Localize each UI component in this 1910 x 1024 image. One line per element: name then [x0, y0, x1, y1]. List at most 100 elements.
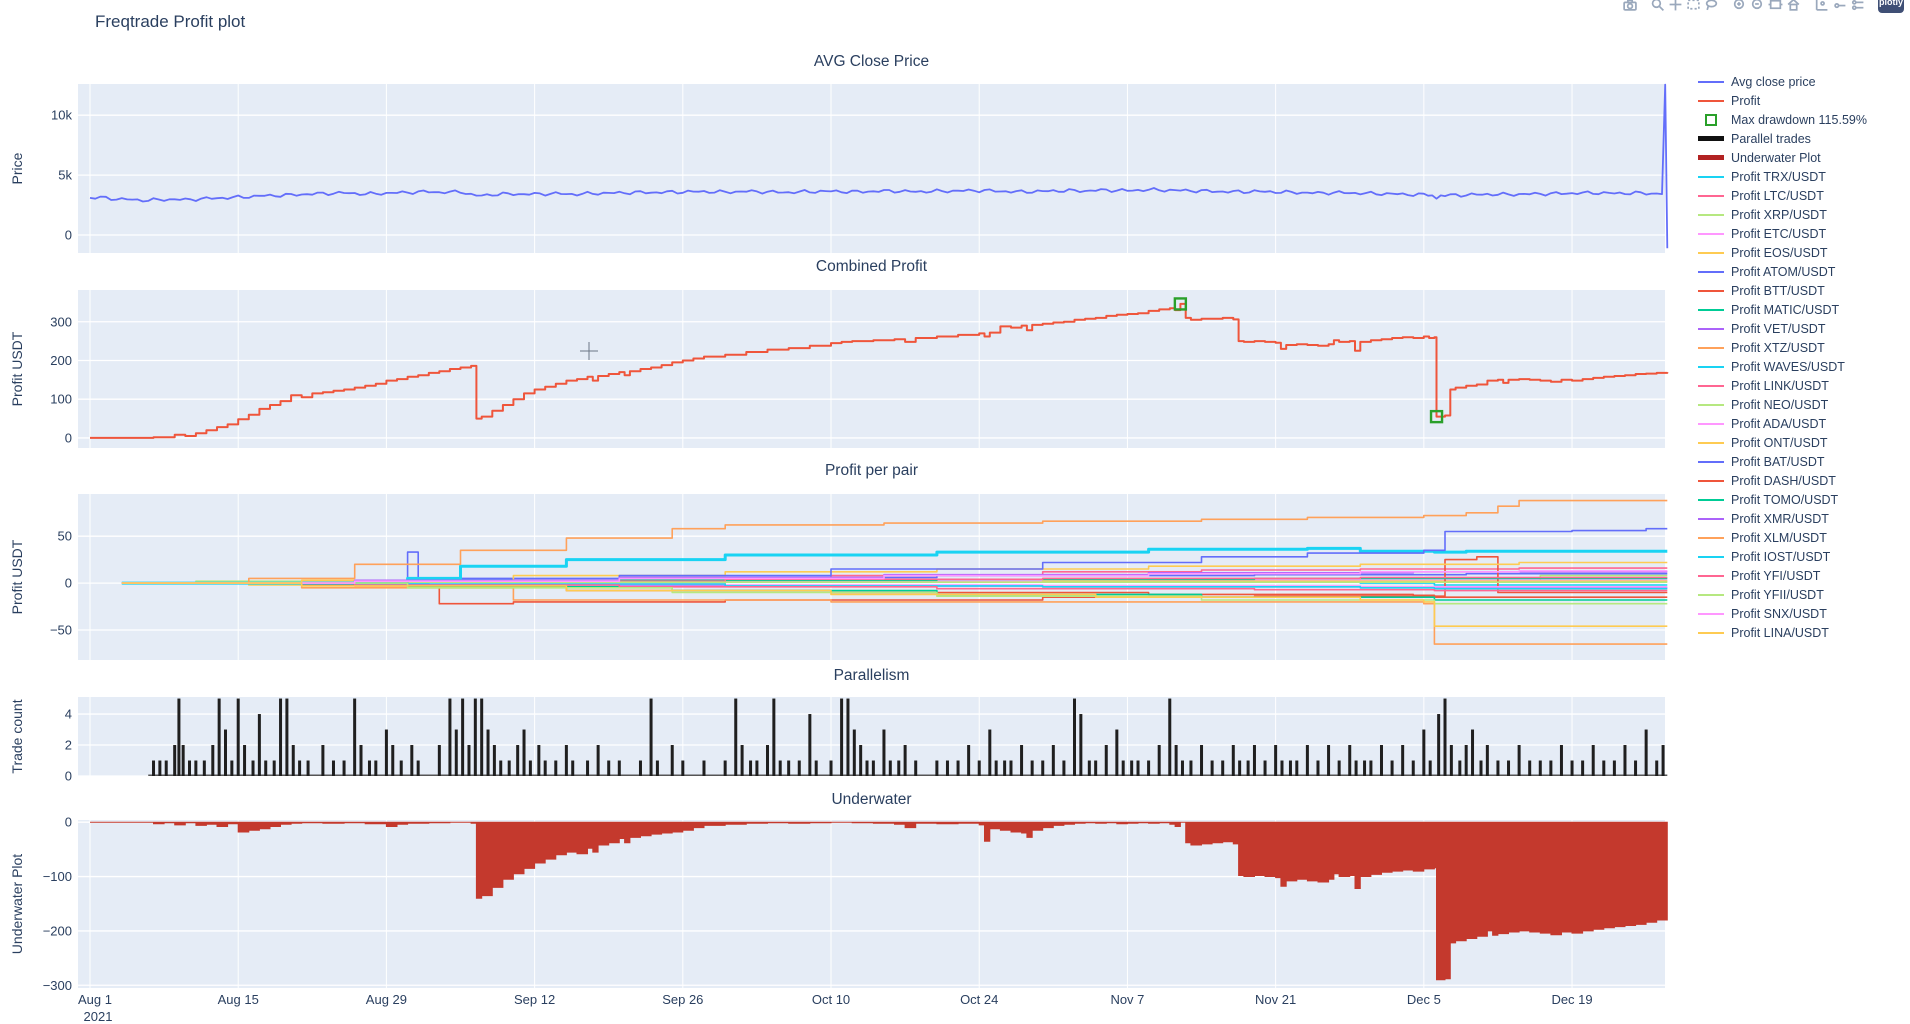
trade-count-bar[interactable]: [1437, 714, 1441, 776]
trade-count-bar[interactable]: [778, 760, 782, 776]
trade-count-bar[interactable]: [1157, 745, 1161, 776]
trade-count-bar[interactable]: [935, 760, 939, 776]
trade-count-bar[interactable]: [1180, 760, 1184, 776]
trade-count-bar[interactable]: [194, 760, 198, 776]
legend-item-profit-xmr-usdt[interactable]: Profit XMR/USDT: [1698, 509, 1906, 528]
trade-count-bar[interactable]: [1231, 745, 1235, 776]
trade-count-bar[interactable]: [257, 714, 261, 776]
pan-icon[interactable]: [1666, 0, 1684, 12]
legend-item-profit-etc-usdt[interactable]: Profit ETC/USDT: [1698, 224, 1906, 243]
trade-count-bar[interactable]: [564, 745, 568, 776]
trade-count-bar[interactable]: [1602, 760, 1606, 776]
trade-count-bar[interactable]: [211, 745, 215, 776]
trade-count-bar[interactable]: [306, 760, 310, 776]
trade-count-bar[interactable]: [1517, 745, 1521, 776]
trade-count-bar[interactable]: [188, 760, 192, 776]
trade-count-bar[interactable]: [1174, 745, 1178, 776]
trade-count-bar[interactable]: [1528, 760, 1532, 776]
trade-count-bar[interactable]: [1458, 760, 1462, 776]
trade-count-bar[interactable]: [467, 745, 471, 776]
legend-item-profit-neo-usdt[interactable]: Profit NEO/USDT: [1698, 395, 1906, 414]
trade-count-bar[interactable]: [702, 760, 706, 776]
trade-count-bar[interactable]: [670, 745, 674, 776]
trade-count-bar[interactable]: [1354, 760, 1358, 776]
legend-item-profit-eos-usdt[interactable]: Profit EOS/USDT: [1698, 243, 1906, 262]
underwater-area[interactable]: [90, 821, 1668, 981]
trade-count-bar[interactable]: [1246, 760, 1250, 776]
trade-count-bar[interactable]: [454, 729, 458, 776]
trade-count-bar[interactable]: [230, 760, 234, 776]
legend-item-max-drawdown-115-59-[interactable]: Max drawdown 115.59%: [1698, 110, 1906, 129]
trade-count-bar[interactable]: [681, 760, 685, 776]
trade-count-bar[interactable]: [158, 760, 162, 776]
trade-count-bar[interactable]: [279, 698, 283, 776]
series-profit-xlm-usdt[interactable]: [121, 499, 1668, 584]
trade-count-bar[interactable]: [1020, 745, 1024, 776]
zoom-out-icon[interactable]: [1748, 0, 1766, 12]
trade-count-bar[interactable]: [846, 698, 850, 776]
trade-count-bar[interactable]: [181, 745, 185, 776]
legend-item-profit-ont-usdt[interactable]: Profit ONT/USDT: [1698, 433, 1906, 452]
trade-count-bar[interactable]: [655, 760, 659, 776]
trade-count-bar[interactable]: [956, 760, 960, 776]
trade-count-bar[interactable]: [486, 729, 490, 776]
plot-area-parallelism[interactable]: [78, 697, 1665, 776]
zoom-in-icon[interactable]: [1730, 0, 1748, 12]
trade-count-bar[interactable]: [499, 760, 503, 776]
trade-count-bar[interactable]: [1337, 760, 1341, 776]
trade-count-bar[interactable]: [1280, 760, 1284, 776]
trade-count-bar[interactable]: [814, 760, 818, 776]
trade-count-bar[interactable]: [1327, 745, 1331, 776]
legend-item-avg-close-price[interactable]: Avg close price: [1698, 72, 1906, 91]
trade-count-bar[interactable]: [945, 760, 949, 776]
trade-count-bar[interactable]: [236, 698, 240, 776]
legend-item-profit-dash-usdt[interactable]: Profit DASH/USDT: [1698, 471, 1906, 490]
trade-count-bar[interactable]: [1428, 760, 1432, 776]
trade-count-bar[interactable]: [1549, 760, 1553, 776]
trade-count-bar[interactable]: [173, 745, 177, 776]
trade-count-bar[interactable]: [342, 760, 346, 776]
lasso-icon[interactable]: [1702, 0, 1720, 12]
trade-count-bar[interactable]: [1147, 760, 1151, 776]
series-profit-lina-usdt[interactable]: [121, 582, 1668, 627]
trade-count-bar[interactable]: [384, 729, 388, 776]
trade-count-bar[interactable]: [164, 760, 168, 776]
trade-count-bar[interactable]: [1094, 760, 1098, 776]
trade-count-bar[interactable]: [1623, 745, 1627, 776]
trade-count-bar[interactable]: [859, 745, 863, 776]
trade-count-bar[interactable]: [871, 760, 875, 776]
trade-count-bar[interactable]: [522, 729, 526, 776]
trade-count-bar[interactable]: [1422, 729, 1426, 776]
legend-item-profit-trx-usdt[interactable]: Profit TRX/USDT: [1698, 167, 1906, 186]
hover-closest-icon[interactable]: [1830, 0, 1848, 12]
trade-count-bar[interactable]: [1221, 760, 1225, 776]
legend-item-profit-iost-usdt[interactable]: Profit IOST/USDT: [1698, 547, 1906, 566]
trade-count-bar[interactable]: [897, 760, 901, 776]
trade-count-bar[interactable]: [152, 760, 156, 776]
legend-item-profit-link-usdt[interactable]: Profit LINK/USDT: [1698, 376, 1906, 395]
trade-count-bar[interactable]: [596, 745, 600, 776]
trade-count-bar[interactable]: [1449, 745, 1453, 776]
trade-count-bar[interactable]: [1644, 729, 1648, 776]
legend-item-profit[interactable]: Profit: [1698, 91, 1906, 110]
trade-count-bar[interactable]: [1591, 745, 1595, 776]
trade-count-bar[interactable]: [272, 760, 276, 776]
trade-count-bar[interactable]: [285, 698, 289, 776]
series-profit-waves-usdt[interactable]: [121, 546, 1668, 585]
trade-count-bar[interactable]: [1079, 714, 1083, 776]
series-avg-close-price[interactable]: [89, 83, 1669, 249]
trade-count-bar[interactable]: [1479, 760, 1483, 776]
trade-count-bar[interactable]: [554, 760, 558, 776]
trade-count-bar[interactable]: [749, 760, 753, 776]
trade-count-bar[interactable]: [1104, 745, 1108, 776]
trade-count-bar[interactable]: [607, 760, 611, 776]
trade-count-bar[interactable]: [264, 760, 268, 776]
legend-item-profit-bat-usdt[interactable]: Profit BAT/USDT: [1698, 452, 1906, 471]
trade-count-bar[interactable]: [331, 760, 335, 776]
trade-count-bar[interactable]: [772, 698, 776, 776]
trade-count-bar[interactable]: [617, 760, 621, 776]
trade-count-bar[interactable]: [1051, 745, 1055, 776]
series-profit-snx-usdt[interactable]: [121, 570, 1668, 584]
trade-count-bar[interactable]: [321, 745, 325, 776]
trade-count-bar[interactable]: [1369, 760, 1373, 776]
